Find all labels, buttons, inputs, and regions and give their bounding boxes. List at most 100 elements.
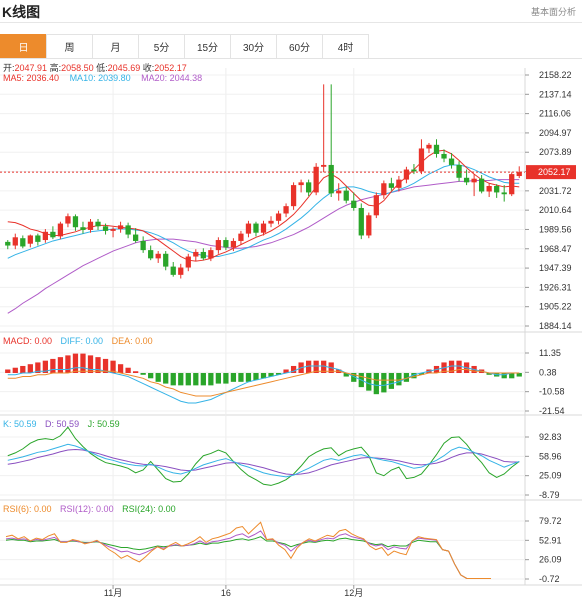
candle bbox=[245, 220, 252, 238]
candle-body bbox=[396, 179, 402, 188]
candle bbox=[185, 253, 191, 272]
candle-body bbox=[245, 223, 252, 234]
tab-week[interactable]: 周 bbox=[46, 34, 93, 59]
macd-bar bbox=[87, 355, 94, 374]
candle-body bbox=[117, 225, 124, 230]
candle-body bbox=[268, 220, 274, 224]
rsi-axis-tick-label-1: 52.91 bbox=[539, 535, 562, 545]
candle-body bbox=[230, 240, 237, 248]
candle bbox=[494, 184, 500, 198]
candle-body bbox=[163, 253, 169, 267]
macd-bar bbox=[238, 373, 244, 382]
rsi24-label: RSI(24): 0.00 bbox=[122, 504, 176, 514]
candle-body bbox=[155, 253, 161, 259]
candle bbox=[328, 84, 334, 198]
candle bbox=[381, 180, 387, 199]
candle-body bbox=[381, 183, 387, 196]
candle bbox=[65, 213, 71, 228]
candle bbox=[163, 251, 169, 271]
d-line bbox=[7, 448, 520, 476]
candle bbox=[373, 192, 379, 219]
candle-body bbox=[208, 250, 214, 259]
d-label: D: 50.59 bbox=[45, 419, 80, 429]
candle bbox=[215, 237, 222, 254]
candle bbox=[230, 238, 237, 252]
macd-readout: MACD: 0.00 DIFF: 0.00 DEA: 0.00 bbox=[3, 336, 159, 346]
candle bbox=[321, 84, 327, 173]
candle-body bbox=[403, 169, 410, 180]
dea-label: DEA: 0.00 bbox=[111, 336, 153, 346]
candle bbox=[441, 149, 447, 163]
candle bbox=[433, 139, 440, 158]
candle-body bbox=[12, 237, 18, 246]
candle-body bbox=[433, 144, 440, 154]
macd-bar bbox=[381, 373, 387, 393]
candle-body bbox=[50, 231, 56, 238]
ohlc-readout: 开:2047.91 高:2058.50 低:2045.69 收:2052.17 bbox=[3, 61, 187, 74]
candle-body bbox=[463, 177, 470, 183]
low-label: 低: bbox=[96, 63, 108, 73]
candle-body bbox=[321, 164, 327, 167]
price-axis-tick-label-3: 2094.97 bbox=[539, 128, 572, 138]
macd-bar bbox=[170, 373, 176, 386]
candle-body bbox=[426, 144, 432, 149]
price-axis-tick-label-2: 2116.06 bbox=[539, 109, 571, 119]
macd-bar bbox=[321, 360, 327, 374]
macd-bar bbox=[110, 360, 116, 374]
tab-60min[interactable]: 60分 bbox=[276, 34, 323, 59]
candle bbox=[20, 235, 26, 249]
candle bbox=[178, 263, 184, 279]
candle-body bbox=[65, 216, 71, 224]
macd-bar bbox=[396, 373, 402, 386]
header-bar: K线图 基本面分析 bbox=[0, 0, 582, 22]
candle bbox=[471, 174, 477, 197]
macd-bar bbox=[305, 360, 312, 374]
candle bbox=[12, 233, 18, 250]
macd-bar bbox=[260, 373, 267, 379]
macd-bar bbox=[125, 367, 131, 374]
candle bbox=[396, 175, 402, 192]
candle bbox=[223, 237, 229, 251]
candle bbox=[403, 166, 410, 184]
candle bbox=[80, 221, 86, 234]
macd-bar bbox=[223, 373, 229, 384]
candle bbox=[275, 210, 282, 225]
macd-bar bbox=[253, 373, 259, 381]
price-axis-tick-label-9: 1968.47 bbox=[539, 244, 572, 254]
rsi6-line bbox=[5, 521, 491, 579]
price-axis-tick-label-0: 2158.22 bbox=[539, 70, 572, 80]
candle bbox=[448, 153, 455, 169]
high-value: 2058.50 bbox=[61, 63, 94, 73]
kdj-axis-tick-label-1: 58.96 bbox=[539, 451, 562, 461]
close-value: 2052.17 bbox=[154, 63, 187, 73]
ma5-label: MA5: 2036.40 bbox=[3, 73, 60, 83]
k-label: K: 50.59 bbox=[3, 419, 37, 429]
candle-body bbox=[57, 223, 64, 237]
fundamental-analysis-link[interactable]: 基本面分析 bbox=[530, 7, 576, 17]
macd-bar bbox=[95, 357, 101, 374]
macd-bar bbox=[80, 353, 86, 374]
candle-body bbox=[185, 256, 191, 268]
macd-bar bbox=[215, 373, 222, 384]
candle bbox=[336, 183, 342, 201]
candle bbox=[148, 245, 154, 261]
candle-body bbox=[200, 251, 206, 259]
macd-bar bbox=[418, 373, 425, 375]
kdj-axis-tick-label-2: 25.09 bbox=[539, 471, 562, 481]
ma20-label: MA20: 2044.38 bbox=[141, 73, 203, 83]
macd-bar bbox=[448, 360, 455, 374]
diff-line bbox=[7, 365, 520, 404]
candle bbox=[238, 230, 244, 245]
candle-body bbox=[336, 190, 342, 194]
macd-bar bbox=[283, 369, 289, 374]
candle-body bbox=[148, 250, 154, 259]
candle bbox=[351, 192, 357, 211]
macd-bar bbox=[57, 357, 64, 374]
candle bbox=[155, 251, 161, 263]
candle bbox=[140, 236, 146, 253]
tab-month[interactable]: 月 bbox=[92, 34, 139, 59]
macd-bar bbox=[366, 373, 372, 391]
candle-body bbox=[132, 234, 139, 241]
candle bbox=[208, 247, 214, 262]
